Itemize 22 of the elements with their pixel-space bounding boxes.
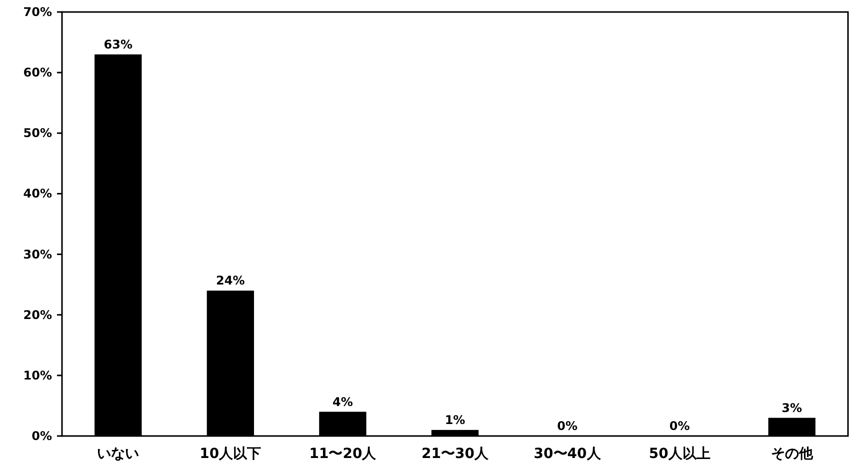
y-tick-label: 70% — [23, 5, 52, 19]
x-tick-label: 11〜20人 — [309, 446, 378, 462]
y-tick-label: 0% — [32, 429, 52, 443]
x-tick-label: 21〜30人 — [422, 446, 490, 462]
y-tick-label: 60% — [23, 66, 52, 80]
x-tick-label: 10人以下 — [200, 446, 262, 462]
y-tick-label: 10% — [23, 368, 52, 382]
y-tick-label: 30% — [23, 247, 52, 262]
data-label: 0% — [669, 419, 690, 433]
data-label: 63% — [104, 37, 133, 52]
y-tick-label: 40% — [23, 186, 52, 201]
x-tick-label: 30〜40人 — [534, 446, 602, 462]
x-tick-label: 50人以上 — [648, 446, 710, 462]
y-tick-label: 50% — [23, 126, 52, 140]
x-tick-label: いない — [97, 446, 140, 462]
data-label: 4% — [332, 394, 353, 409]
data-label: 3% — [782, 400, 802, 415]
x-tick-label: その他 — [770, 446, 814, 462]
data-label: 0% — [557, 419, 578, 433]
data-label: 1% — [444, 412, 466, 427]
y-tick-label: 20% — [23, 308, 52, 322]
data-label: 24% — [216, 274, 245, 288]
